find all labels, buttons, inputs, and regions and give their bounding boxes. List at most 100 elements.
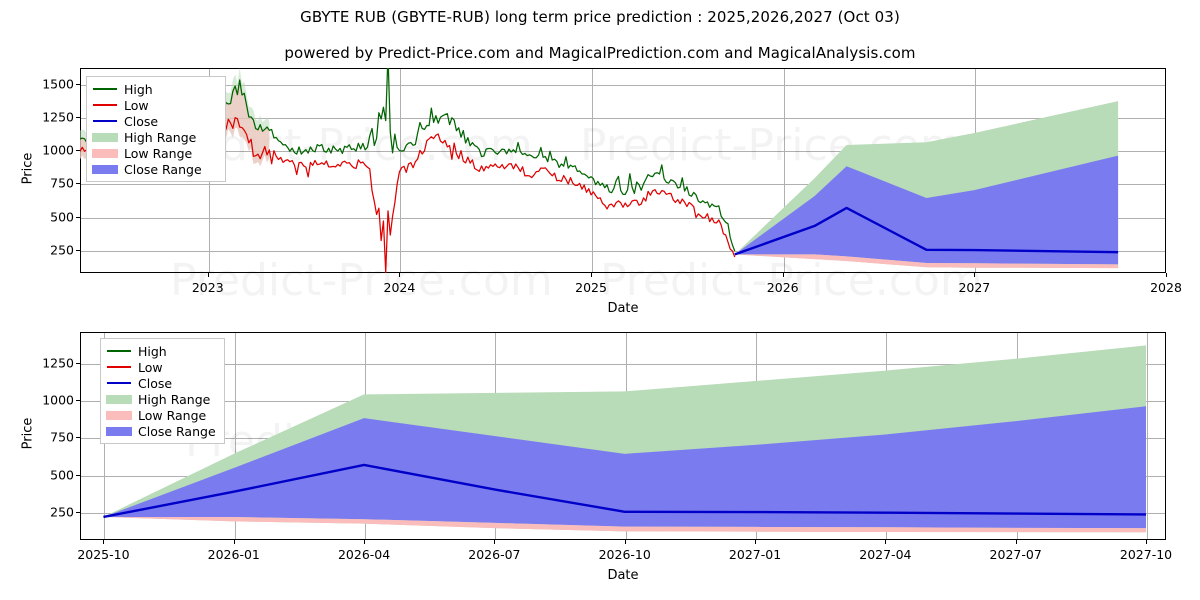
- legend-swatch-patch: [92, 147, 118, 159]
- x-axis-tick-label: 2023: [191, 280, 224, 295]
- x-axis-tick-mark: [207, 273, 209, 277]
- legend-label: Low Range: [138, 407, 207, 423]
- x-axis-tick-label: 2028: [1150, 280, 1182, 295]
- y-axis-tick-mark: [76, 474, 80, 476]
- legend-label: Close: [138, 375, 173, 391]
- y-axis-tick-label: 1500: [42, 76, 74, 92]
- legend-line-marker: [107, 366, 131, 368]
- x-axis-tick-mark: [399, 273, 401, 277]
- x-axis-tick-mark: [782, 273, 784, 277]
- x-axis-title: Date: [607, 568, 639, 583]
- gridline-vertical: [592, 69, 594, 272]
- gridline-horizontal: [81, 184, 1165, 186]
- x-axis-tick-mark: [494, 540, 496, 544]
- legend-patch-marker: [106, 395, 132, 404]
- y-axis-tick-mark: [76, 249, 80, 251]
- x-axis-tick-mark: [974, 273, 976, 277]
- gridline-horizontal: [81, 118, 1165, 120]
- gridline-horizontal: [81, 151, 1165, 153]
- legend-swatch-line: [106, 377, 132, 389]
- legend-label: Low: [138, 359, 163, 375]
- x-axis-tick-mark: [1015, 540, 1017, 544]
- y-axis-title: Price: [20, 417, 36, 450]
- x-axis-tick-label: 2025: [575, 280, 607, 295]
- y-axis-tick-mark: [76, 400, 80, 402]
- y-axis-tick-label: 250: [50, 242, 74, 258]
- y-axis-tick-mark: [76, 437, 80, 439]
- legend-swatch-patch: [92, 163, 118, 175]
- x-axis-tick-mark: [1166, 273, 1167, 277]
- legend-item: Close Range: [92, 161, 219, 177]
- legend-item: Close: [106, 375, 218, 391]
- gridline-horizontal: [81, 84, 1165, 86]
- legend-line-marker: [93, 120, 117, 122]
- series-canvas: [103, 345, 1147, 533]
- plot-canvas-top: [80, 68, 1166, 273]
- legend-label: Low: [124, 97, 149, 113]
- x-axis-tick-mark: [591, 273, 593, 277]
- legend-line-marker: [93, 88, 117, 90]
- y-axis-tick-label: 1250: [42, 109, 74, 125]
- gridline-vertical: [400, 69, 402, 272]
- legend-item: Low Range: [92, 145, 219, 161]
- x-axis-tick-label: 2027-04: [859, 547, 912, 562]
- legend-swatch-line: [92, 99, 118, 111]
- x-axis-tick-mark: [103, 540, 105, 544]
- series-close-prediction: [734, 206, 1119, 256]
- legend-label: Close Range: [138, 423, 216, 439]
- y-axis-title: Price: [20, 152, 36, 184]
- x-axis-tick-mark: [1146, 540, 1147, 544]
- y-axis-tick-label: 1000: [42, 392, 74, 408]
- legend-label: Close Range: [124, 161, 202, 177]
- legend-label: Close: [124, 113, 159, 129]
- series-canvas: [80, 68, 1119, 273]
- y-axis-tick-label: 1250: [42, 355, 74, 371]
- gridline-horizontal: [81, 364, 1165, 366]
- legend-swatch-line: [106, 361, 132, 373]
- page-title: GBYTE RUB (GBYTE-RUB) long term price pr…: [300, 8, 900, 26]
- x-axis-tick-mark: [364, 540, 366, 544]
- gridline-vertical: [783, 69, 785, 272]
- legend-swatch-line: [106, 345, 132, 357]
- legend-line-marker: [107, 382, 131, 384]
- legend-item: High Range: [106, 391, 218, 407]
- legend-item: Low: [92, 97, 219, 113]
- x-axis-tick-label: 2027-01: [728, 547, 782, 562]
- y-axis-tick-mark: [76, 117, 80, 119]
- x-axis-tick-mark: [755, 540, 757, 544]
- plot-canvas-bottom: [80, 332, 1166, 540]
- x-axis-title: Date: [607, 301, 639, 316]
- x-axis-tick-label: 2027-07: [989, 547, 1042, 562]
- page-subtitle: powered by Predict-Price.com and Magical…: [284, 44, 916, 62]
- low-range-band: [103, 516, 1147, 533]
- y-axis-tick-label: 1000: [42, 142, 74, 158]
- y-axis-tick-mark: [76, 363, 80, 365]
- legend-swatch-line: [92, 115, 118, 127]
- legend-line-marker: [107, 350, 131, 352]
- legend-patch-marker: [106, 427, 132, 436]
- x-axis-tick-mark: [233, 540, 235, 544]
- legend-item: High Range: [92, 129, 219, 145]
- y-axis-tick-mark: [76, 511, 80, 513]
- chart-legend-bottom: High Low Close High Range Low Range Close Ran…: [100, 338, 225, 444]
- gridline-horizontal: [81, 250, 1165, 252]
- x-axis-tick-label: 2026: [766, 280, 799, 295]
- legend-patch-marker: [92, 133, 118, 142]
- y-axis-tick-mark: [76, 183, 80, 185]
- x-axis-tick-mark: [885, 540, 887, 544]
- y-axis-tick-mark: [76, 216, 80, 218]
- x-axis-tick-label: 2026-07: [468, 547, 521, 562]
- legend-swatch-patch: [92, 131, 118, 143]
- y-axis-tick-mark: [76, 83, 80, 85]
- y-axis-tick-label: 750: [50, 429, 74, 445]
- legend-swatch-patch: [106, 425, 132, 437]
- legend-item: Low: [106, 359, 218, 375]
- gridline-vertical: [1147, 333, 1148, 539]
- chart-legend-top: High Low Close High Range Low Range Close Ran…: [86, 76, 226, 182]
- y-axis-tick-label: 250: [50, 504, 74, 520]
- y-axis-tick-label: 500: [50, 209, 74, 225]
- y-axis-tick-label: 750: [50, 175, 74, 191]
- legend-item: Close Range: [106, 423, 218, 439]
- legend-item: Close: [92, 113, 219, 129]
